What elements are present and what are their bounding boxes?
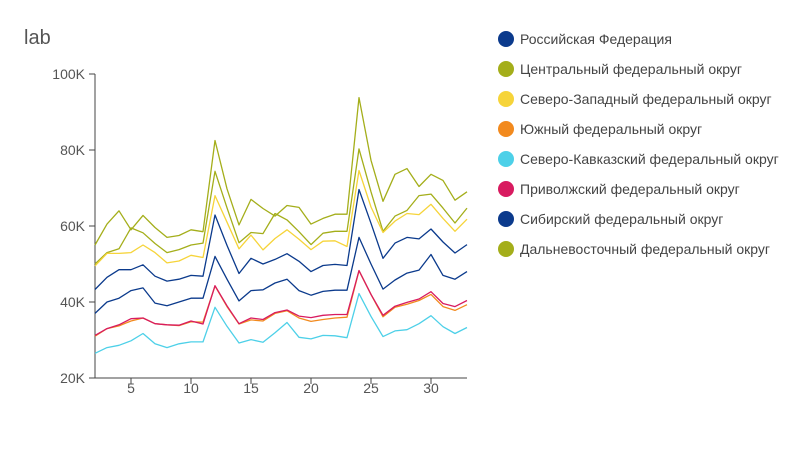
legend-swatch-icon: [498, 121, 514, 137]
x-tick-label: 15: [243, 380, 259, 396]
x-tick-label: 30: [423, 380, 439, 396]
legend-item-6[interactable]: Приволжский федеральный округ: [498, 174, 779, 204]
legend-swatch-icon: [498, 151, 514, 167]
legend-label: Приволжский федеральный округ: [520, 181, 740, 197]
y-tick-label: 40K: [60, 294, 86, 310]
legend-swatch-icon: [498, 31, 514, 47]
chart-title: lab: [24, 27, 51, 49]
legend-item-4[interactable]: Южный федеральный округ: [498, 114, 779, 144]
series-line-8: [94, 96, 468, 246]
legend-item-1[interactable]: Российская Федерация: [498, 24, 779, 54]
legend-label: Северо-Кавказский федеральный округ: [520, 151, 779, 167]
legend-item-2[interactable]: Центральный федеральный округ: [498, 54, 779, 84]
y-tick-label: 100K: [52, 66, 85, 82]
chart-axes: 20K 40K 60K 80K 100K 5 10 15 20 25 30: [52, 66, 467, 396]
series-line-5: [94, 292, 468, 354]
chart-legend: Российская Федерация Центральный федераль…: [498, 24, 779, 264]
series-line-3: [94, 169, 468, 267]
legend-swatch-icon: [498, 241, 514, 257]
legend-swatch-icon: [498, 61, 514, 77]
legend-swatch-icon: [498, 181, 514, 197]
x-tick-label: 25: [363, 380, 379, 396]
series-layer: [94, 96, 468, 354]
legend-item-8[interactable]: Дальневосточный федеральный округ: [498, 234, 779, 264]
legend-item-3[interactable]: Северо-Западный федеральный округ: [498, 84, 779, 114]
legend-item-7[interactable]: Сибирский федеральный округ: [498, 204, 779, 234]
legend-label: Сибирский федеральный округ: [520, 211, 724, 227]
y-tick-label: 60K: [60, 218, 86, 234]
legend-label: Южный федеральный округ: [520, 121, 703, 137]
series-line-6: [94, 269, 468, 336]
x-tick-label: 20: [303, 380, 319, 396]
y-tick-label: 20K: [60, 370, 86, 386]
legend-item-5[interactable]: Северо-Кавказский федеральный округ: [498, 144, 779, 174]
y-tick-label: 80K: [60, 142, 86, 158]
legend-label: Центральный федеральный округ: [520, 61, 742, 77]
series-line-7: [94, 188, 468, 290]
legend-label: Российская Федерация: [520, 31, 672, 47]
legend-swatch-icon: [498, 91, 514, 107]
x-tick-label: 5: [127, 380, 135, 396]
series-line-2: [94, 148, 468, 265]
series-line-1: [94, 236, 468, 314]
legend-swatch-icon: [498, 211, 514, 227]
x-tick-label: 10: [183, 380, 199, 396]
legend-label: Дальневосточный федеральный округ: [520, 241, 770, 257]
legend-label: Северо-Западный федеральный округ: [520, 91, 772, 107]
